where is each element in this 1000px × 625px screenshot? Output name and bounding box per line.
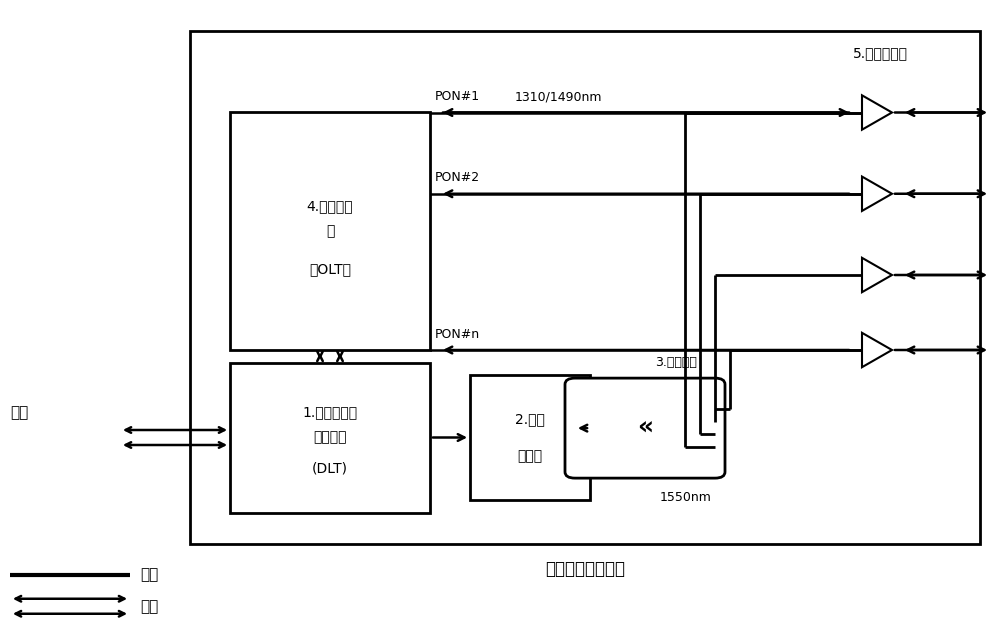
Text: PON#2: PON#2 <box>435 171 480 184</box>
Text: 4.光线路终: 4.光线路终 <box>307 199 353 213</box>
Text: 流发送机: 流发送机 <box>313 431 347 444</box>
Text: 光路: 光路 <box>140 568 158 582</box>
Text: 前端: 前端 <box>10 405 28 420</box>
Text: 带宽扩展系统局端: 带宽扩展系统局端 <box>545 560 625 578</box>
Polygon shape <box>862 258 892 292</box>
Text: 1550nm: 1550nm <box>660 491 712 504</box>
Polygon shape <box>862 95 892 129</box>
Text: 3.光分路器: 3.光分路器 <box>655 356 697 369</box>
Text: 1.智能局端分: 1.智能局端分 <box>302 406 358 419</box>
Text: 5.波分复用器: 5.波分复用器 <box>852 46 908 60</box>
Polygon shape <box>862 332 892 367</box>
Bar <box>230 362 430 512</box>
Text: PON#1: PON#1 <box>435 90 480 103</box>
Bar <box>470 375 590 500</box>
Text: 放大器: 放大器 <box>517 449 543 463</box>
Text: (DLT): (DLT) <box>312 462 348 476</box>
Text: «: « <box>637 416 653 440</box>
Text: 端: 端 <box>326 224 334 238</box>
Text: 电路: 电路 <box>140 599 158 614</box>
Bar <box>230 112 430 350</box>
Text: 1310/1490nm: 1310/1490nm <box>515 90 602 103</box>
Text: PON#n: PON#n <box>435 328 480 341</box>
FancyBboxPatch shape <box>565 378 725 478</box>
Text: （OLT）: （OLT） <box>309 262 351 276</box>
Text: 2.光纤: 2.光纤 <box>515 412 545 426</box>
Bar <box>190 31 980 544</box>
Polygon shape <box>862 177 892 211</box>
